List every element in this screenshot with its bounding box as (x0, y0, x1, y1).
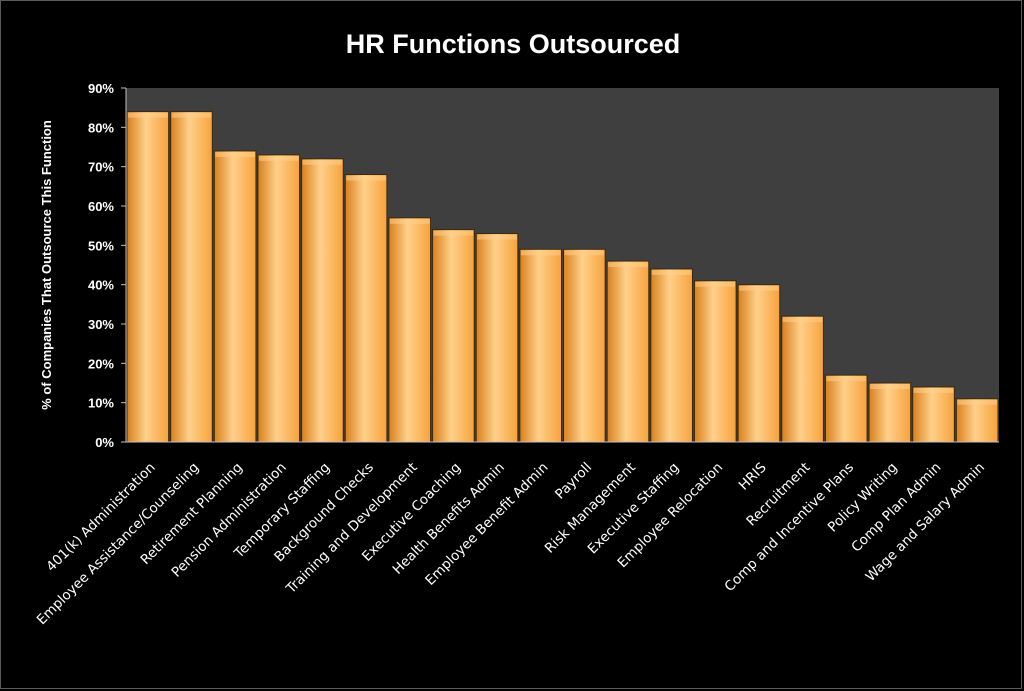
bar-highlight (433, 230, 474, 236)
bar-highlight (171, 112, 212, 118)
bar-highlight (739, 285, 779, 291)
bar (126, 111, 170, 443)
y-tick-label: 30% (88, 317, 114, 332)
bar-highlight (128, 112, 168, 118)
bar (868, 382, 912, 443)
bar (475, 233, 519, 443)
bar (519, 248, 562, 443)
bar-highlight (477, 234, 517, 240)
x-tick-label: Payroll (552, 460, 595, 503)
y-tick-label: 80% (88, 120, 114, 135)
x-tick-label: HRIS (736, 460, 770, 494)
x-tick-label: Employee Assistance/Counseling (34, 460, 203, 629)
chart-title: HR Functions Outsourced (346, 29, 681, 59)
plot-area (126, 88, 999, 442)
bar-highlight (870, 384, 910, 389)
bar (213, 150, 257, 443)
bar-highlight (695, 281, 736, 287)
y-tick-label: 0% (95, 435, 114, 450)
y-tick-label: 60% (88, 199, 114, 214)
bar-highlight (826, 376, 867, 382)
bar (912, 386, 955, 443)
bar-highlight (564, 250, 605, 256)
bar-highlight (782, 317, 823, 323)
bar (301, 158, 344, 443)
bar (344, 174, 388, 443)
bar (955, 398, 999, 443)
bars (126, 111, 999, 443)
bar (388, 217, 432, 443)
y-tick-label: 40% (88, 278, 114, 293)
y-axis-ticks: 0% 10% 20% 30% 40% 50% 60% 70% 80% 90% (88, 81, 127, 450)
bar (737, 284, 781, 443)
bar-highlight (389, 218, 430, 224)
bar-highlight (957, 399, 997, 405)
y-tick-label: 10% (88, 396, 114, 411)
bar-highlight (346, 175, 386, 181)
y-tick-label: 20% (88, 356, 114, 371)
y-tick-label: 70% (88, 160, 114, 175)
bar (170, 111, 213, 443)
bar (563, 248, 606, 443)
y-axis-title: % of Companies That Outsource This Funct… (39, 120, 54, 410)
bar-highlight (608, 262, 648, 268)
bar (432, 229, 475, 443)
bar (257, 154, 301, 443)
bar-highlight (651, 269, 692, 275)
bar-highlight (258, 155, 299, 161)
bar-highlight (302, 159, 343, 165)
bar (781, 315, 824, 443)
y-tick-label: 90% (88, 81, 114, 96)
bar (606, 260, 650, 443)
bar (650, 268, 693, 443)
bar-highlight (215, 151, 255, 157)
y-tick-label: 50% (88, 238, 114, 253)
bar (693, 280, 737, 443)
bar-highlight (913, 387, 954, 393)
bar-highlight (520, 250, 561, 256)
bar (824, 374, 868, 443)
